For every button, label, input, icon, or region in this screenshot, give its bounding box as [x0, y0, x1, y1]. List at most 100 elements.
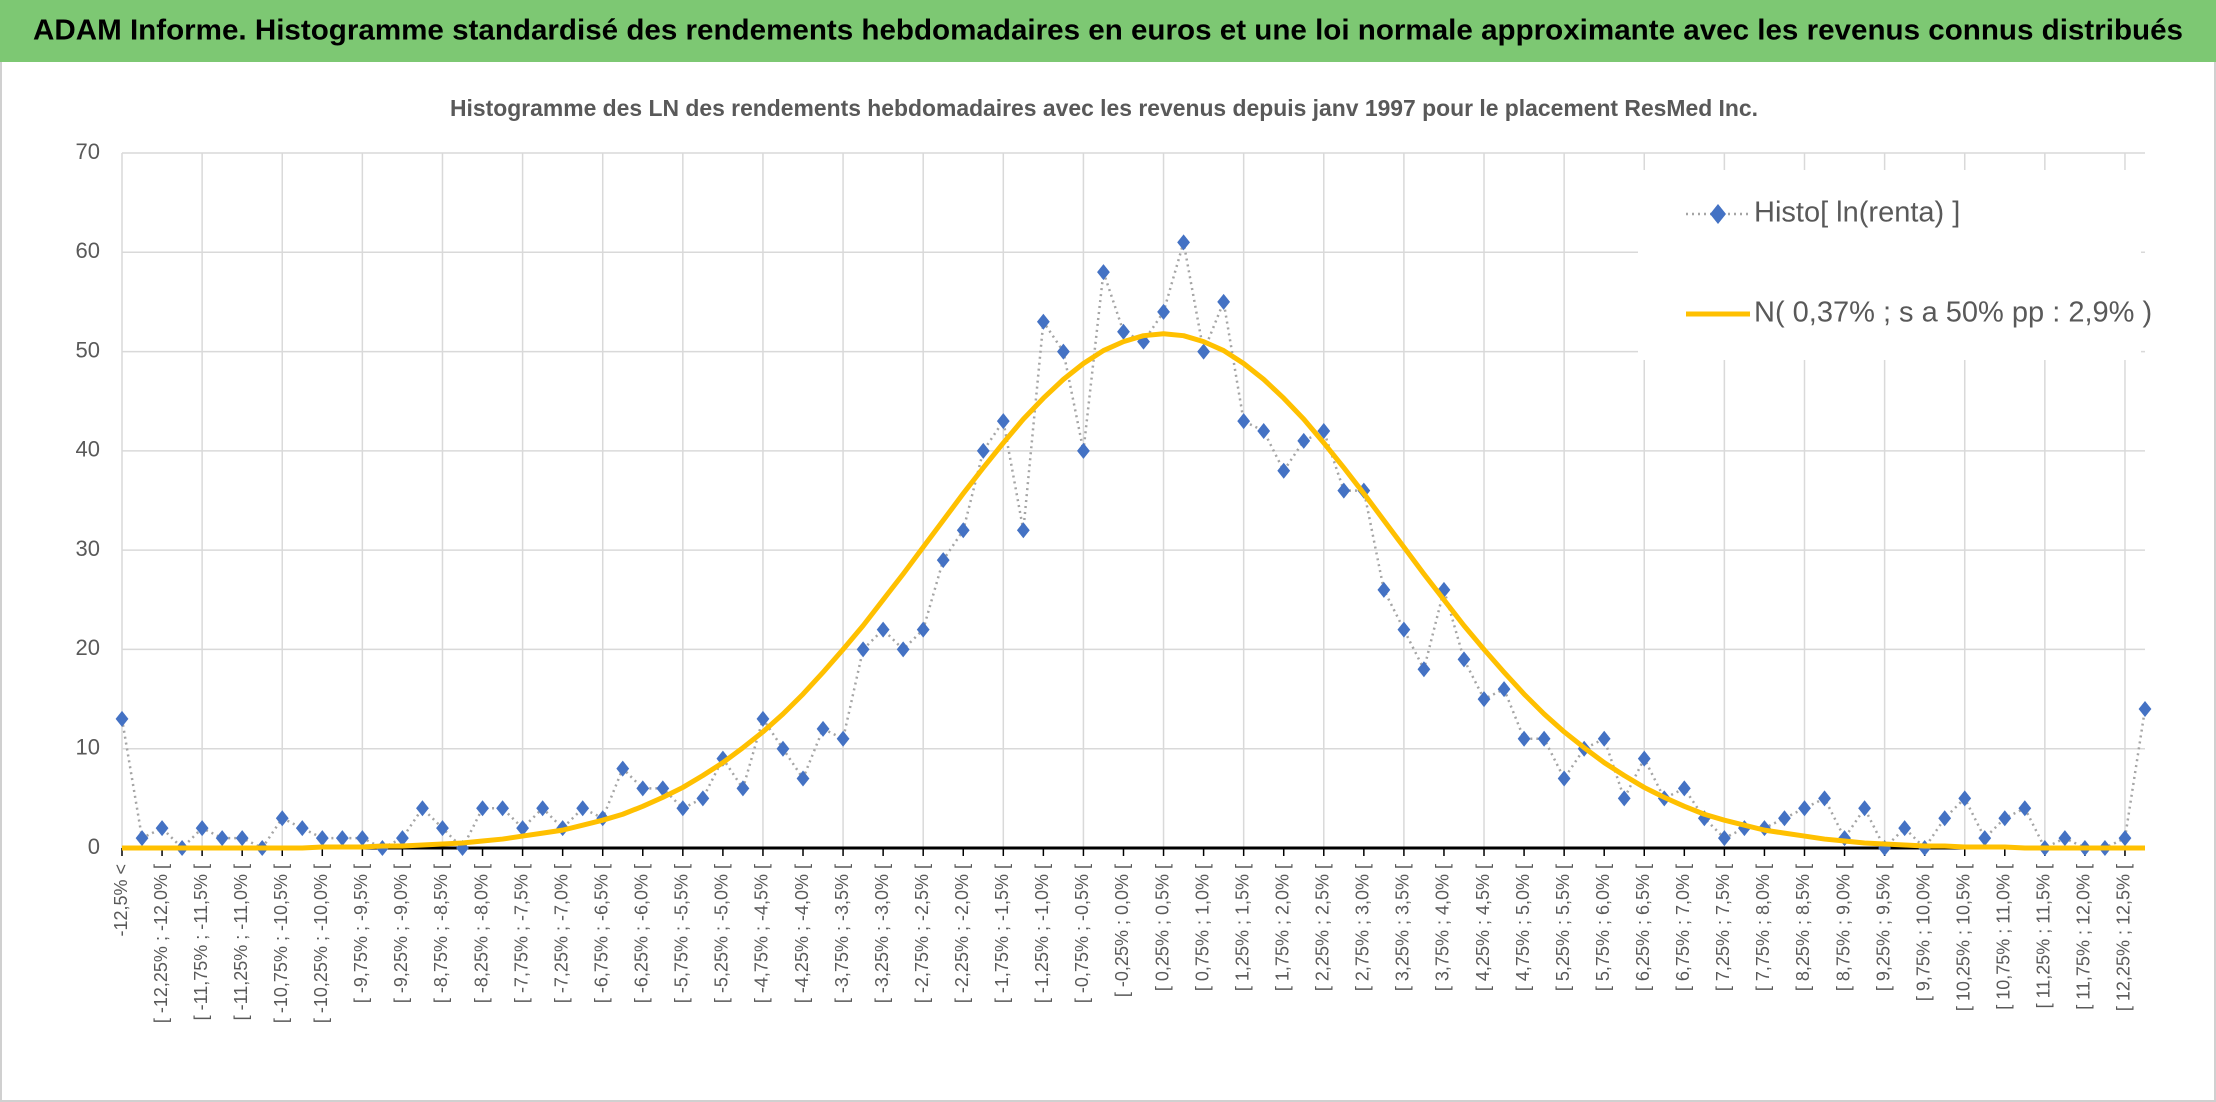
x-tick-label: [ 6,75% ; 7,0% [	[1673, 864, 1693, 991]
legend-label: Histo[ ln(renta) ]	[1754, 197, 1960, 229]
y-tick-label: 40	[76, 437, 100, 462]
histogram-point	[1517, 730, 1531, 747]
legend-label: N( 0,37% ; s a 50% pp : 2,9% )	[1754, 297, 2152, 329]
histogram-point	[1077, 442, 1090, 459]
y-tick-label: 20	[76, 635, 100, 660]
histogram-point	[676, 800, 690, 817]
histogram-point	[1277, 462, 1291, 479]
x-tick-label: [ 4,75% ; 5,0% [	[1513, 864, 1533, 991]
x-tick-label: [ -9,75% ; -9,5% [	[351, 864, 371, 1003]
x-tick-label: [ -6,75% ; -6,5% [	[591, 864, 611, 1003]
legend-box	[1638, 170, 2141, 360]
histogram-point	[1878, 840, 1892, 856]
x-tick-label: [ -4,75% ; -4,5% [	[752, 864, 772, 1003]
histogram-point	[1217, 293, 1231, 310]
histogram-point	[1377, 581, 1391, 598]
histogram-point	[736, 780, 750, 797]
histogram-point	[856, 641, 870, 658]
x-tick-label: [ 9,75% ; 10,0% [	[1913, 864, 1933, 1001]
histogram-point	[1237, 413, 1251, 430]
histogram-point	[576, 800, 590, 817]
x-tick-label: [ 12,25% ; 12,5% [	[2114, 864, 2134, 1011]
x-tick-label: [ 5,25% ; 5,5% [	[1553, 864, 1573, 991]
histogram-point	[155, 820, 169, 837]
histogram-point	[696, 790, 710, 807]
x-tick-label: [ 1,75% ; 2,0% [	[1272, 864, 1292, 991]
histogram-point	[1778, 810, 1791, 827]
histogram-point	[956, 522, 970, 539]
histogram-point	[996, 413, 1010, 430]
x-tick-label: [ 4,25% ; 4,5% [	[1473, 864, 1493, 991]
histogram-point	[1177, 234, 1190, 251]
histogram-point	[1197, 343, 1211, 360]
x-tick-label: [ 0,25% ; 0,5% [	[1152, 864, 1172, 991]
histogram-point	[616, 760, 630, 777]
histogram-point	[1637, 750, 1651, 767]
histogram-point	[516, 820, 529, 837]
x-tick-label: [ -5,75% ; -5,5% [	[672, 864, 692, 1003]
x-tick-label: [ 10,25% ; 10,5% [	[1953, 864, 1973, 1011]
histogram-point	[1056, 343, 1070, 360]
histogram-point	[1297, 432, 1311, 449]
histogram-point	[1016, 522, 1030, 539]
x-tick-label: [ -2,75% ; -2,5% [	[912, 864, 932, 1003]
x-tick-label: [ 10,75% ; 11,0% [	[1994, 864, 2014, 1010]
histogram-point	[1036, 313, 1050, 330]
y-tick-label: 60	[76, 238, 100, 263]
histogram-point	[1697, 810, 1711, 827]
histogram-point	[115, 710, 129, 727]
x-tick-label: [ -1,25% ; -1,0% [	[1032, 864, 1052, 1003]
x-tick-label: [ -11,25% ; -11,0% [	[231, 864, 251, 1020]
histogram-point	[1717, 830, 1731, 847]
x-tick-label: [ -7,75% ; -7,5% [	[511, 864, 531, 1003]
histogram-point	[396, 830, 409, 847]
legend-marker	[1710, 204, 1726, 224]
histogram-point	[195, 820, 209, 837]
y-tick-label: 10	[76, 735, 100, 760]
x-tick-label: [ 3,25% ; 3,5% [	[1393, 864, 1413, 991]
histogram-point	[1898, 820, 1912, 837]
x-tick-label: [ -0,25% ; 0,0% [	[1112, 864, 1132, 997]
histogram-point	[1497, 681, 1511, 698]
chart-subtitle: Histogramme des LN des rendements hebdom…	[450, 95, 1758, 121]
histogram-point	[295, 820, 309, 837]
x-tick-label: [ -12,25% ; -12,0% [	[151, 864, 171, 1023]
x-tick-label: [ -6,25% ; -6,0% [	[632, 864, 652, 1003]
x-tick-label: [ 8,25% ; 8,5% [	[1793, 864, 1813, 991]
histogram-point	[496, 800, 509, 817]
histogram-point	[1597, 730, 1611, 747]
histogram-point	[1337, 482, 1351, 499]
histogram-point	[416, 800, 429, 817]
x-tick-label: [ -8,25% ; -8,0% [	[471, 864, 491, 1003]
x-tick-label: [ 5,75% ; 6,0% [	[1593, 864, 1613, 991]
x-tick-label: [ 7,25% ; 7,5% [	[1713, 864, 1733, 991]
x-tick-label: -12,5% <	[111, 864, 131, 937]
x-tick-label: [ -1,75% ; -1,5% [	[992, 864, 1012, 1003]
chart-title: ADAM Informe. Histogramme standardisé de…	[33, 15, 2183, 47]
x-tick-label: [ 8,75% ; 9,0% [	[1833, 864, 1853, 991]
histogram-point	[796, 770, 810, 787]
x-tick-label: [ -8,75% ; -8,5% [	[431, 864, 451, 1003]
histogram-point	[456, 840, 469, 856]
histogram-point	[1437, 581, 1451, 598]
x-tick-label: [ 2,25% ; 2,5% [	[1313, 864, 1333, 991]
x-tick-label: [ -7,25% ; -7,0% [	[551, 864, 571, 1003]
x-tick-label: [ 11,25% ; 11,5% [	[2034, 864, 2054, 1008]
histogram-point	[215, 830, 229, 847]
histogram-point	[1117, 323, 1130, 340]
histogram-point	[1097, 264, 1110, 281]
x-tick-label: [ 2,75% ; 3,0% [	[1353, 864, 1373, 991]
x-tick-label: [ 9,25% ; 9,5% [	[1873, 864, 1893, 991]
histogram-point	[2138, 701, 2152, 717]
histogram-point	[2118, 830, 2132, 847]
histogram-point	[536, 800, 550, 817]
histogram-point	[235, 830, 249, 847]
histogram-point	[816, 720, 830, 737]
histogram-point	[1938, 810, 1952, 827]
x-tick-label: [ -5,25% ; -5,0% [	[712, 864, 732, 1003]
histogram-point	[896, 641, 910, 658]
histogram-point	[1677, 780, 1691, 797]
histogram-point	[1858, 800, 1871, 817]
legend: Histo[ ln(renta) ] N( 0,37% ; s a 50% pp …	[1638, 170, 2152, 360]
